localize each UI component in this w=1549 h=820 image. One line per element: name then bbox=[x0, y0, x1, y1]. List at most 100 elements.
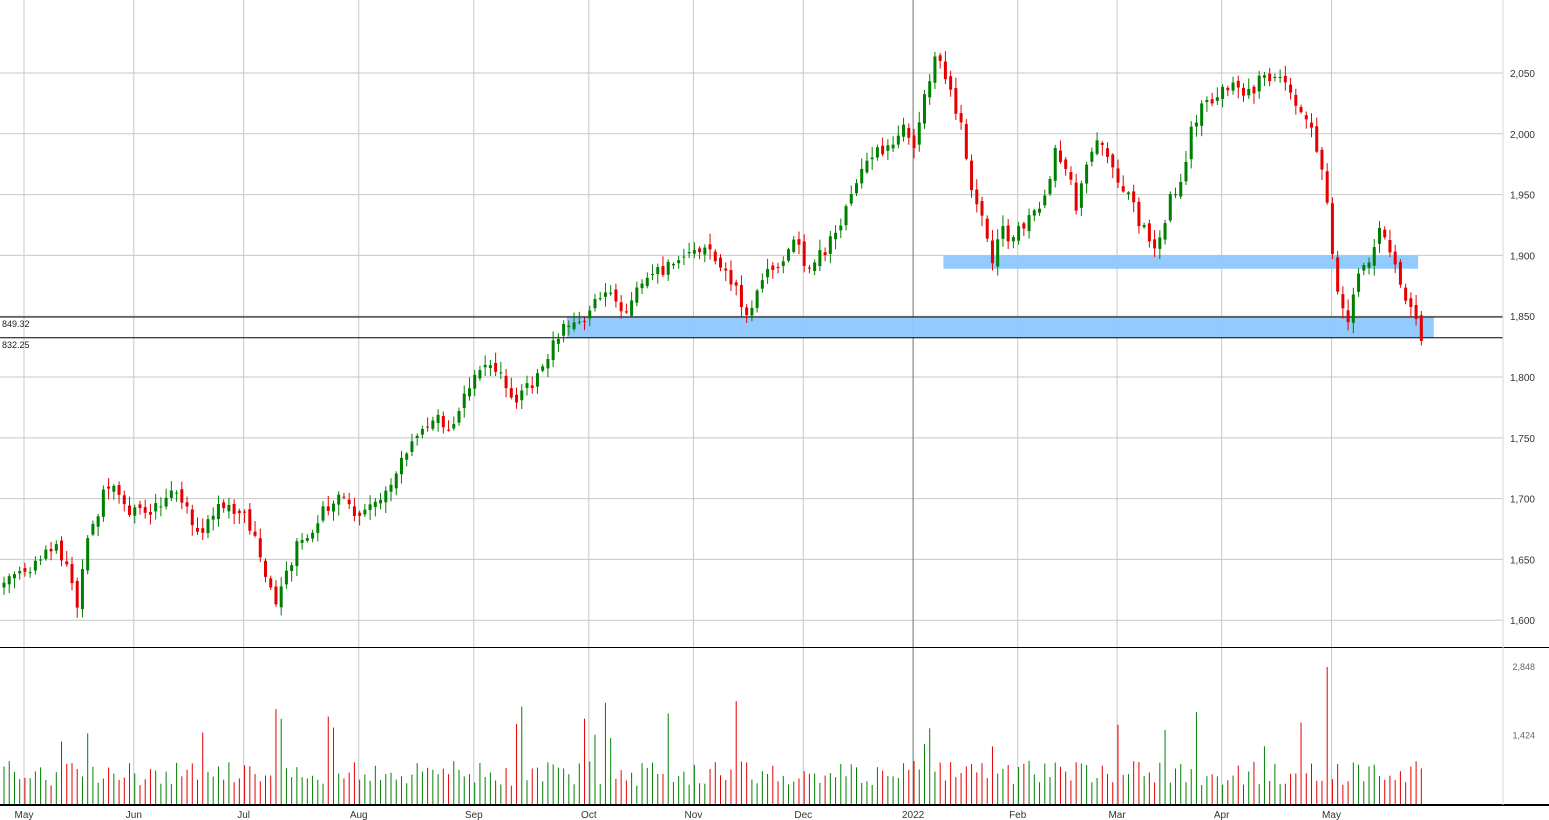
candle-body bbox=[436, 414, 440, 423]
candle-body bbox=[583, 321, 587, 323]
candle-body bbox=[1153, 239, 1157, 249]
candle-body bbox=[331, 503, 335, 512]
candle-body bbox=[290, 565, 294, 572]
candle-body bbox=[1221, 86, 1225, 99]
candle-body bbox=[1262, 75, 1266, 78]
candle-body bbox=[1006, 225, 1010, 242]
price-tick-label: 1,850 bbox=[1510, 312, 1535, 323]
candle-body bbox=[1268, 73, 1272, 82]
candle-body bbox=[1022, 223, 1026, 229]
candle-body bbox=[148, 511, 152, 515]
candle-body bbox=[1330, 203, 1334, 254]
candle-body bbox=[133, 507, 137, 516]
month-label: Oct bbox=[581, 810, 597, 820]
candle-body bbox=[1299, 107, 1303, 113]
month-label: Nov bbox=[685, 810, 703, 820]
candle-body bbox=[1064, 159, 1068, 169]
candle-body bbox=[870, 157, 874, 160]
candle-body bbox=[687, 252, 691, 254]
candle-body bbox=[269, 578, 273, 588]
month-label: Jul bbox=[237, 810, 250, 820]
candle-body bbox=[1273, 77, 1277, 79]
candle-body bbox=[1367, 262, 1371, 268]
candle-body bbox=[708, 244, 712, 250]
candle-body bbox=[295, 541, 299, 567]
candle-body bbox=[593, 298, 597, 309]
candle-body bbox=[1085, 164, 1089, 184]
candle-body bbox=[180, 489, 184, 503]
candle-body bbox=[274, 586, 278, 605]
candle-body bbox=[54, 544, 58, 551]
candle-body bbox=[567, 325, 571, 328]
candle-body bbox=[1053, 148, 1057, 181]
candle-body bbox=[478, 370, 482, 379]
candle-body bbox=[206, 519, 210, 534]
candle-body bbox=[781, 261, 785, 266]
candle-body bbox=[1043, 195, 1047, 206]
candle-body bbox=[112, 485, 116, 492]
volume-tick-label: 1,424 bbox=[1512, 730, 1535, 740]
candle-body bbox=[823, 252, 827, 256]
candle-body bbox=[1184, 161, 1188, 182]
candle-body bbox=[1325, 171, 1329, 203]
candle-body bbox=[598, 298, 602, 300]
candle-body bbox=[190, 509, 194, 526]
candle-body bbox=[80, 569, 84, 610]
candle-body bbox=[541, 366, 545, 371]
month-label: Feb bbox=[1009, 810, 1027, 820]
candle-body bbox=[1100, 142, 1104, 145]
candle-body bbox=[1362, 265, 1366, 271]
candle-body bbox=[1090, 151, 1094, 162]
candle-body bbox=[797, 239, 801, 245]
candle-body bbox=[1346, 310, 1350, 323]
candle-body bbox=[975, 189, 979, 205]
candle-body bbox=[227, 504, 231, 512]
candle-body bbox=[603, 292, 607, 297]
month-label: Apr bbox=[1214, 810, 1230, 820]
candle-body bbox=[426, 426, 430, 428]
candle-body bbox=[724, 268, 728, 271]
candle-body bbox=[415, 435, 419, 438]
candle-body bbox=[237, 510, 241, 514]
candle-body bbox=[902, 124, 906, 137]
price-tick-label: 1,650 bbox=[1510, 555, 1535, 566]
candle-body bbox=[834, 232, 838, 240]
candle-body bbox=[520, 390, 524, 401]
candle-body bbox=[651, 273, 655, 276]
candle-body bbox=[682, 256, 686, 258]
candle-body bbox=[787, 249, 790, 261]
candle-body bbox=[1236, 80, 1240, 88]
candle-body bbox=[1231, 82, 1235, 91]
support-zone bbox=[943, 255, 1419, 269]
candle-body bbox=[1095, 140, 1099, 154]
support-zones bbox=[566, 255, 1434, 339]
candle-body bbox=[792, 239, 796, 252]
candle-body bbox=[1189, 126, 1193, 160]
candle-body bbox=[619, 302, 623, 312]
candle-body bbox=[551, 340, 555, 361]
candle-body bbox=[1168, 194, 1172, 221]
candle-body bbox=[1116, 168, 1120, 183]
candle-body bbox=[807, 267, 811, 269]
candle-body bbox=[373, 501, 377, 508]
candle-body bbox=[588, 310, 592, 319]
candle-body bbox=[1294, 94, 1298, 106]
candle-body bbox=[1393, 251, 1397, 265]
month-label: Dec bbox=[794, 810, 812, 820]
candle-body bbox=[384, 490, 388, 503]
candle-body bbox=[462, 393, 466, 409]
candle-body bbox=[107, 486, 111, 489]
candle-body bbox=[352, 506, 356, 516]
candle-body bbox=[1017, 226, 1021, 241]
candle-body bbox=[562, 324, 566, 336]
candle-body bbox=[1058, 150, 1062, 163]
candle-body bbox=[1283, 75, 1287, 83]
candle-body bbox=[91, 523, 95, 535]
candle-body bbox=[347, 499, 351, 505]
candle-body bbox=[1383, 229, 1387, 238]
candle-body bbox=[431, 420, 435, 429]
candle-body bbox=[1377, 227, 1381, 244]
price-tick-label: 2,050 bbox=[1510, 69, 1535, 80]
candle-body bbox=[196, 527, 200, 532]
